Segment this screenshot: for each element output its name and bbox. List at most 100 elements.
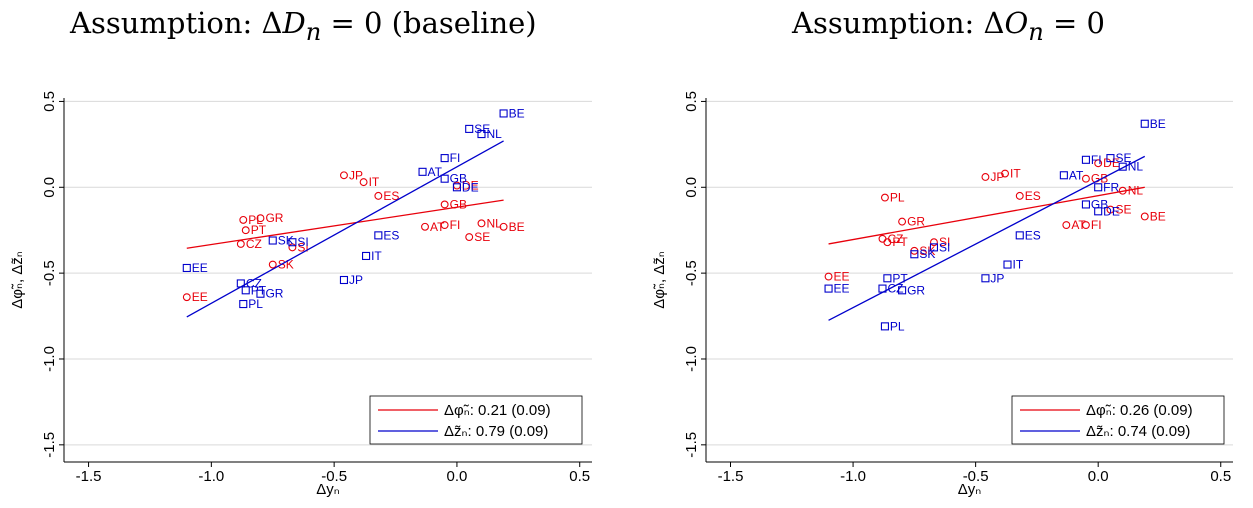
- point-label: PT: [251, 223, 267, 237]
- data-point-ee: [824, 284, 833, 293]
- point-label: PL: [248, 213, 263, 227]
- legend-entry: Δφ̃ₙ: 0.26 (0.09): [1086, 402, 1193, 419]
- data-point-cz: [236, 239, 245, 248]
- data-point-jp: [339, 275, 349, 285]
- data-point-jp: [340, 171, 348, 180]
- data-point-fi: [440, 221, 449, 230]
- legend-box: [369, 395, 583, 445]
- data-point-nl: [1118, 186, 1127, 195]
- y-tick-label: -1.0: [683, 346, 700, 372]
- data-point-gr: [256, 289, 265, 298]
- data-point-be: [1140, 212, 1149, 221]
- chart-title-left: Assumption: ΔDn = 0 (baseline): [70, 6, 537, 46]
- point-label: CZ: [887, 282, 903, 296]
- point-label: ES: [1025, 189, 1041, 203]
- point-label: NL: [1128, 184, 1144, 198]
- y-tick-label: 0.5: [683, 91, 700, 112]
- data-point-si: [288, 238, 297, 247]
- chart-title-right: Assumption: ΔOn = 0: [792, 6, 1105, 46]
- y-tick-label: -1.0: [41, 346, 58, 372]
- x-tick-label: 0.0: [1088, 468, 1109, 485]
- point-label: PL: [248, 297, 263, 311]
- data-point-sk: [910, 250, 919, 259]
- point-label: ES: [383, 189, 399, 203]
- point-label: IT: [369, 175, 380, 189]
- point-label: BE: [1150, 209, 1166, 223]
- x-axis-label: Δyₙ: [316, 481, 340, 498]
- data-point-se: [465, 124, 474, 133]
- data-point-gr: [898, 217, 907, 226]
- data-point-it: [1003, 260, 1012, 269]
- point-label: GR: [907, 283, 925, 297]
- point-label: JP: [349, 168, 363, 182]
- y-tick-label: -1.5: [683, 432, 700, 458]
- data-point-nl: [477, 219, 486, 228]
- x-axis-label: Δyₙ: [958, 481, 982, 498]
- title-right-sub: n: [1028, 17, 1044, 46]
- title-right-prefix: Assumption: Δ: [792, 6, 1005, 40]
- point-label: CZ: [246, 276, 262, 290]
- data-point-pl: [239, 215, 248, 224]
- data-point-ee: [182, 293, 191, 302]
- point-label: IT: [1010, 167, 1021, 181]
- point-label: FR: [1103, 180, 1119, 194]
- data-point-ee: [824, 272, 833, 281]
- point-label: SK: [278, 258, 294, 272]
- y-tick-label: -1.5: [41, 432, 58, 458]
- point-label: JP: [990, 170, 1004, 184]
- point-label: GB: [450, 172, 467, 186]
- point-label: AT: [1069, 168, 1084, 182]
- title-left-suffix: = 0 (baseline): [321, 6, 537, 40]
- data-point-fr: [1094, 183, 1103, 192]
- y-tick-label: -0.5: [41, 260, 58, 286]
- y-tick-label: 0.0: [41, 177, 58, 198]
- data-point-it: [1001, 169, 1009, 178]
- data-point-at: [421, 222, 429, 231]
- data-point-at: [1062, 221, 1071, 230]
- point-label: EE: [834, 282, 850, 296]
- point-label: EE: [192, 261, 208, 275]
- point-label: DE: [462, 179, 479, 193]
- title-right-suffix: = 0: [1043, 6, 1105, 40]
- point-label: PL: [890, 191, 905, 205]
- data-point-es: [1015, 231, 1024, 240]
- point-label: EE: [192, 290, 208, 304]
- data-point-sk: [268, 236, 277, 245]
- point-label: BE: [1150, 117, 1166, 131]
- point-label: GB: [450, 197, 467, 211]
- point-label: AT: [1071, 218, 1086, 232]
- data-point-it: [359, 178, 368, 187]
- data-point-es: [1015, 191, 1024, 200]
- legend-entry: Δφ̃ₙ: 0.21 (0.09): [444, 402, 551, 419]
- point-label: JP: [349, 273, 363, 287]
- point-label: NL: [1128, 160, 1144, 174]
- data-point-nl: [1118, 162, 1127, 171]
- title-left-var: D: [282, 6, 306, 40]
- data-point-gr: [898, 286, 907, 295]
- legend-entry: Δz̃ₙ: 0.74 (0.09): [1086, 423, 1190, 440]
- x-tick-label: 0.0: [447, 468, 468, 485]
- title-left-sub: n: [305, 17, 322, 46]
- point-label: PT: [892, 235, 908, 249]
- legend-entry: Δz̃ₙ: 0.79 (0.09): [444, 423, 548, 440]
- legend: Δφ̃ₙ: 0.26 (0.09) Δz̃ₙ: 0.74 (0.09): [1011, 395, 1225, 445]
- fit-line: [828, 155, 1146, 321]
- data-point-be: [499, 222, 508, 231]
- data-point-pt: [883, 274, 892, 283]
- point-label: NL: [486, 216, 502, 230]
- data-point-gr: [256, 214, 265, 223]
- data-point-fi: [1081, 221, 1090, 230]
- fit-line: [828, 186, 1145, 245]
- x-tick-label: -1.5: [718, 468, 744, 485]
- data-point-de: [1094, 159, 1103, 168]
- point-label: GR: [265, 211, 283, 225]
- data-point-cz: [236, 279, 245, 288]
- point-label: SE: [474, 230, 490, 244]
- point-label: FI: [1091, 153, 1102, 167]
- point-label: SK: [919, 247, 935, 261]
- data-point-jp: [981, 274, 990, 283]
- y-tick-label: 0.0: [683, 177, 700, 198]
- title-right-var: O: [1004, 6, 1029, 40]
